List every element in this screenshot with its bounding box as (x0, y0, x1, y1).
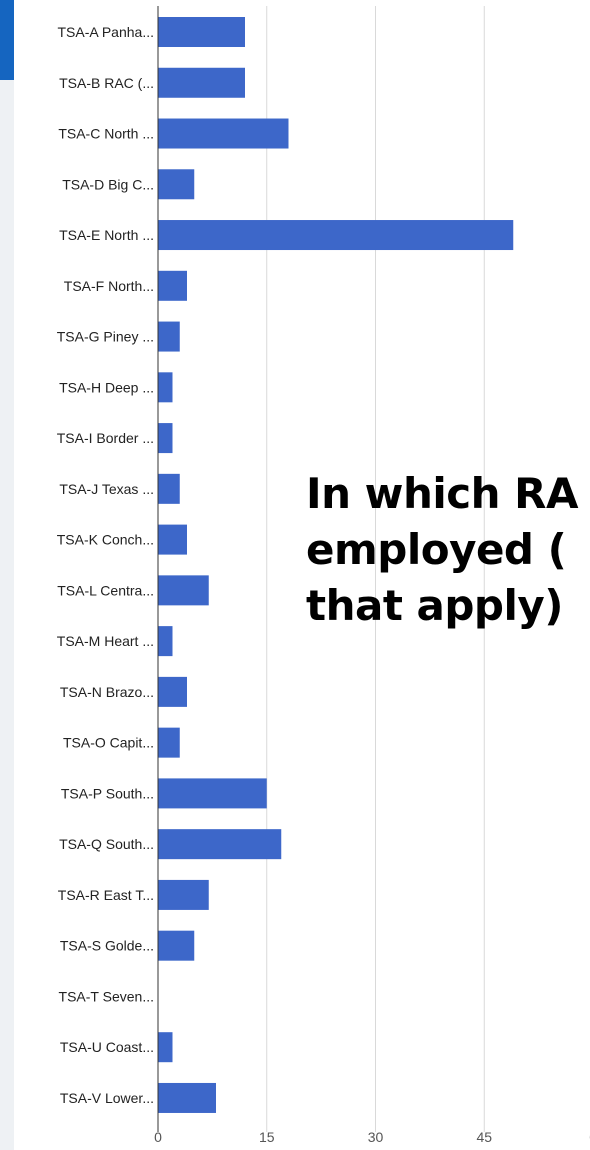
bar (158, 17, 245, 47)
x-tick-label: 30 (368, 1129, 384, 1145)
bars (158, 17, 514, 1113)
bar (158, 575, 209, 606)
category-label: TSA-G Piney ... (57, 329, 154, 345)
category-label: TSA-T Seven... (59, 988, 154, 1004)
x-tick-label: 15 (259, 1129, 275, 1145)
bar (158, 321, 180, 352)
category-label: TSA-D Big C... (62, 176, 154, 192)
x-tick-labels: 01530456 (154, 1129, 590, 1145)
category-label: TSA-H Deep ... (59, 379, 154, 395)
category-label: TSA-J Texas ... (59, 481, 154, 497)
bar (158, 473, 180, 504)
bar (158, 778, 267, 809)
category-labels: TSA-A Panha... TSA-B RAC (... TSA-C North … (57, 24, 154, 1106)
bar (158, 118, 289, 149)
x-tick-label: 0 (154, 1129, 162, 1145)
category-label: TSA-I Border ... (57, 430, 154, 446)
bar (158, 1082, 216, 1113)
category-label: TSA-Q South... (59, 836, 154, 852)
category-label: TSA-S Golde... (60, 938, 154, 954)
bar (158, 270, 187, 301)
overlay-line-3: that apply) (306, 581, 563, 630)
category-label: TSA-B RAC (... (59, 75, 154, 91)
bar (158, 372, 173, 403)
category-label: TSA-C North ... (58, 126, 154, 142)
category-label: TSA-R East T... (58, 887, 154, 903)
category-label: TSA-U Coast... (60, 1039, 154, 1055)
gridlines (266, 6, 485, 1132)
bar (158, 524, 187, 555)
bar (158, 423, 173, 454)
bar (158, 220, 514, 251)
bar (158, 676, 187, 707)
x-tick-label: 45 (476, 1129, 492, 1145)
bar (158, 829, 282, 860)
bar (158, 930, 195, 961)
category-label: TSA-P South... (61, 785, 154, 801)
bar (158, 727, 180, 758)
bar (158, 67, 245, 98)
bar (158, 169, 195, 200)
overlay-line-1: In which RA (306, 469, 579, 518)
bar (158, 1032, 173, 1063)
category-label: TSA-F North... (64, 278, 154, 294)
accent-strip (0, 0, 14, 80)
overlay-question-text: In which RA employed ( that apply) (306, 466, 590, 634)
category-label: TSA-M Heart ... (57, 633, 154, 649)
bar (158, 626, 173, 657)
category-label: TSA-V Lower... (60, 1090, 154, 1106)
category-label: TSA-N Brazo... (60, 684, 154, 700)
left-rail (0, 80, 14, 1150)
category-label: TSA-K Conch... (57, 532, 154, 548)
bar (158, 879, 209, 910)
category-label: TSA-O Capit... (63, 735, 154, 751)
category-label: TSA-E North ... (59, 227, 154, 243)
category-label: TSA-A Panha... (58, 24, 155, 40)
overlay-line-2: employed ( (306, 525, 567, 574)
category-label: TSA-L Centra... (57, 582, 154, 598)
